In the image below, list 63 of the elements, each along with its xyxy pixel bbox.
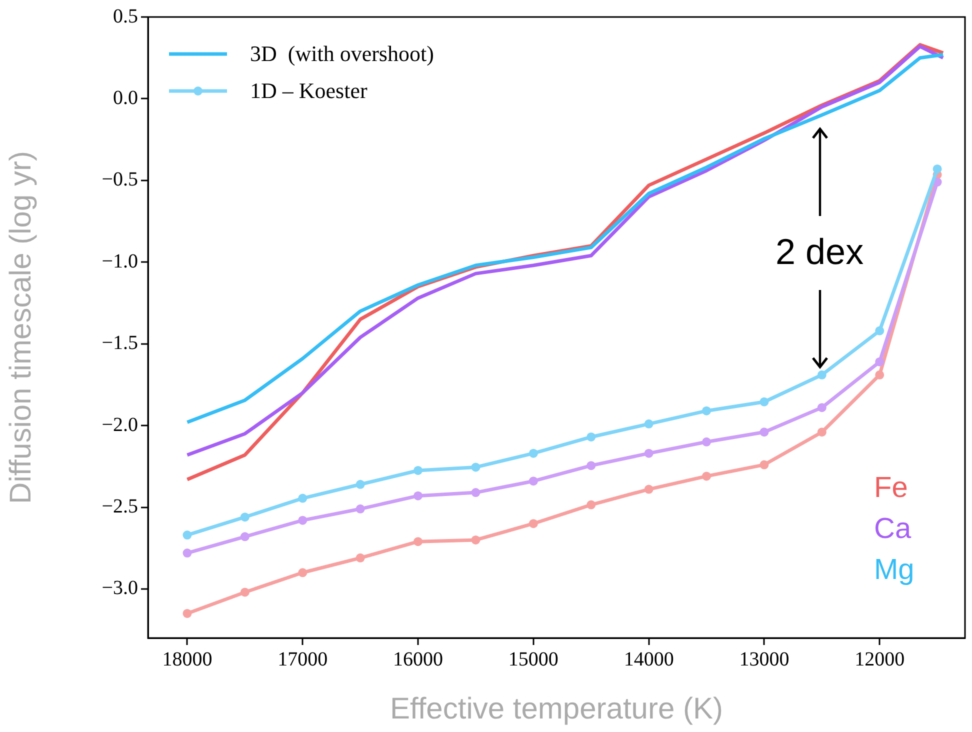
y-axis-title: Diffusion timescale (log yr) [4,151,38,504]
y-tick-label: −2.5 [102,496,138,518]
point [932,164,942,174]
point [414,466,423,475]
x-tick-label: 13000 [739,648,790,670]
point [760,428,769,437]
annotation: 2 dex [774,230,865,274]
y-tick-label: 0.5 [113,5,138,28]
point [471,462,480,472]
point [182,608,192,618]
point [586,461,596,470]
annotation: Mg [874,553,914,588]
y-tick-label: −0.5 [102,168,138,191]
point [817,370,826,380]
point [702,437,712,446]
legend-label: 1D – Koester [250,78,368,104]
x-tick-label: 17000 [278,648,328,670]
point [414,491,423,500]
point [298,516,308,525]
point [182,530,192,540]
point [760,397,769,406]
y-tick-label: 0.0 [113,86,138,109]
legend-label: 3D (with overshoot) [250,40,434,66]
point [356,480,365,489]
x-tick-label: 18000 [162,648,212,670]
point [240,532,250,542]
point [875,370,884,380]
point [414,537,423,546]
point [817,403,826,412]
x-tick-label: 15000 [508,648,558,670]
point [817,428,826,437]
point [586,432,596,442]
y-tick-label: −1.0 [102,250,138,272]
point [356,504,365,514]
point [644,484,654,494]
point [471,535,480,544]
x-tick-label: 12000 [854,648,905,670]
annotation: Ca [874,512,912,547]
y-tick-label: −1.5 [102,332,138,354]
point [760,460,769,470]
y-tick-label: −3.0 [102,577,138,600]
point [240,512,250,522]
y-tick-label: −2.0 [102,414,138,436]
annotation: Fe [874,471,909,506]
point [875,357,884,366]
point [528,476,538,486]
point [528,448,538,458]
point [644,419,654,428]
x-axis-title: Effective temperature (K) [390,692,723,726]
point [702,406,712,416]
point [298,568,308,578]
point [586,500,596,510]
point [298,494,308,503]
point [471,488,480,498]
x-tick-label: 14000 [624,648,674,670]
point [356,553,365,562]
point [702,472,712,481]
point [644,448,654,458]
point [240,588,250,597]
point [182,548,192,558]
x-tick-label: 16000 [393,648,444,670]
point [875,326,884,336]
point [528,519,538,528]
